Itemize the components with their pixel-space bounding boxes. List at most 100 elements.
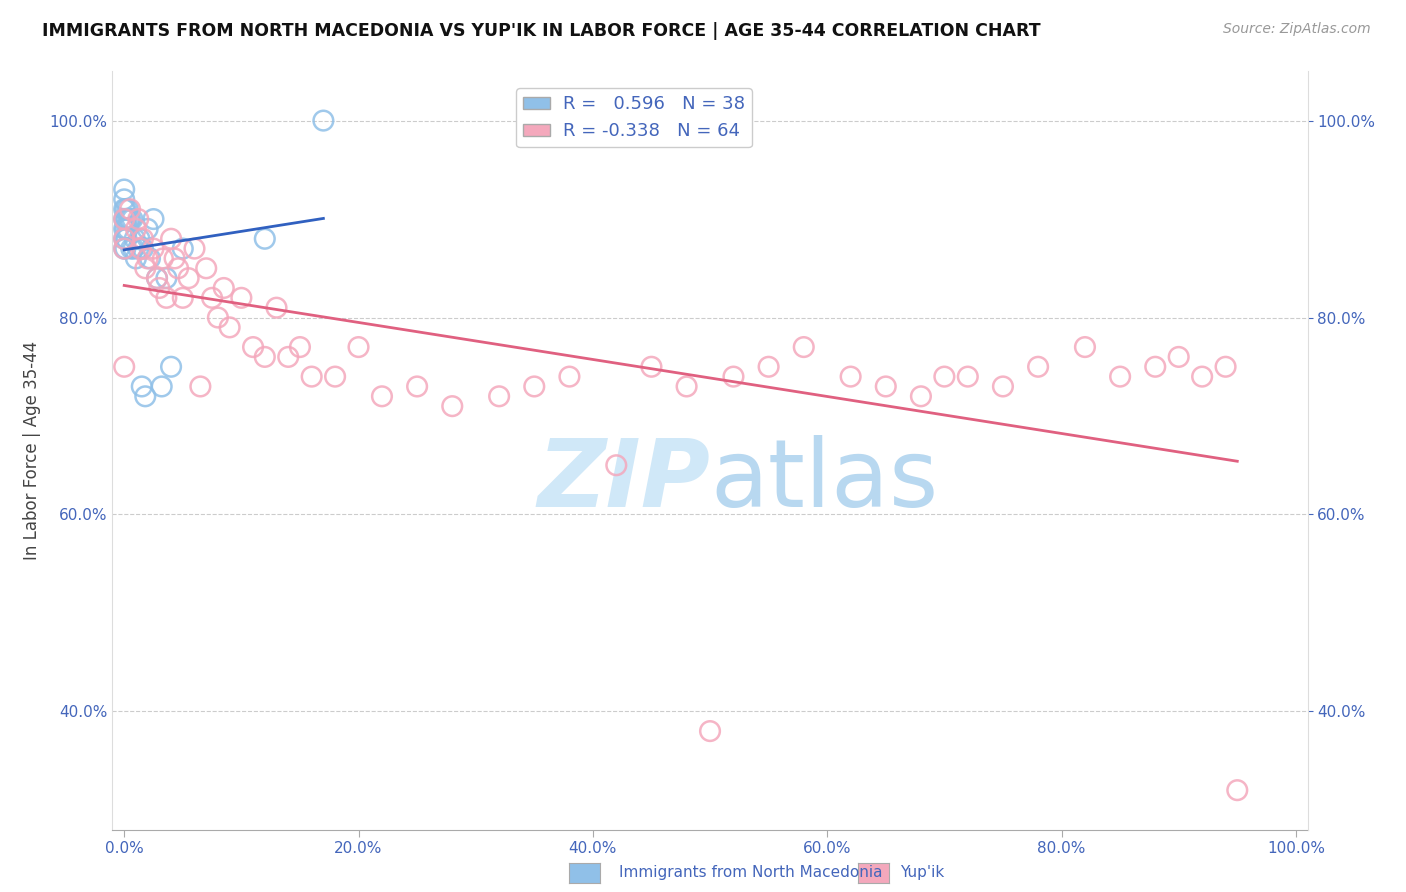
- Point: [139, 252, 162, 266]
- Point: [112, 202, 135, 217]
- Point: [121, 212, 143, 227]
- Point: [124, 232, 146, 246]
- Point: [1167, 350, 1189, 364]
- Point: [523, 379, 546, 393]
- Point: [142, 242, 165, 256]
- Point: [167, 261, 190, 276]
- Text: atlas: atlas: [710, 434, 938, 527]
- Text: IMMIGRANTS FROM NORTH MACEDONIA VS YUP'IK IN LABOR FORCE | AGE 35-44 CORRELATION: IMMIGRANTS FROM NORTH MACEDONIA VS YUP'I…: [42, 22, 1040, 40]
- Point: [120, 202, 141, 217]
- Point: [114, 212, 136, 227]
- Point: [172, 291, 194, 305]
- Point: [146, 271, 169, 285]
- Point: [277, 350, 299, 364]
- Point: [253, 232, 276, 246]
- Text: Source: ZipAtlas.com: Source: ZipAtlas.com: [1223, 22, 1371, 37]
- Point: [131, 379, 153, 393]
- Point: [441, 399, 464, 413]
- Point: [136, 252, 159, 266]
- Point: [114, 232, 136, 246]
- Point: [188, 379, 212, 393]
- Point: [118, 212, 141, 227]
- Point: [195, 261, 218, 276]
- Point: [160, 359, 183, 374]
- Point: [122, 242, 145, 256]
- Point: [177, 271, 200, 285]
- Point: [160, 232, 183, 246]
- Point: [1215, 359, 1237, 374]
- Point: [1191, 369, 1213, 384]
- Point: [172, 242, 194, 256]
- Point: [129, 242, 152, 256]
- Point: [112, 182, 135, 196]
- Point: [112, 232, 135, 246]
- Point: [312, 113, 335, 128]
- Point: [112, 242, 135, 256]
- Point: [231, 291, 253, 305]
- Point: [488, 389, 510, 403]
- Point: [558, 369, 581, 384]
- Point: [288, 340, 311, 354]
- Point: [117, 202, 139, 217]
- Point: [1226, 783, 1249, 797]
- Point: [1026, 359, 1049, 374]
- Point: [406, 379, 429, 393]
- Point: [212, 281, 235, 295]
- Point: [675, 379, 697, 393]
- Point: [114, 202, 136, 217]
- Point: [112, 222, 135, 236]
- Point: [956, 369, 979, 384]
- Point: [347, 340, 370, 354]
- Point: [114, 242, 136, 256]
- Point: [1144, 359, 1167, 374]
- Point: [120, 212, 141, 227]
- Point: [112, 232, 135, 246]
- Legend: R =   0.596   N = 38, R = -0.338   N = 64: R = 0.596 N = 38, R = -0.338 N = 64: [516, 88, 752, 147]
- Point: [125, 252, 148, 266]
- Y-axis label: In Labor Force | Age 35-44: In Labor Force | Age 35-44: [24, 341, 41, 560]
- Point: [323, 369, 346, 384]
- Point: [115, 232, 138, 246]
- Point: [142, 212, 165, 227]
- Point: [839, 369, 862, 384]
- Point: [117, 222, 139, 236]
- Point: [1109, 369, 1132, 384]
- Point: [112, 212, 135, 227]
- Point: [875, 379, 897, 393]
- Text: ZIP: ZIP: [537, 434, 710, 527]
- Point: [253, 350, 276, 364]
- Point: [934, 369, 956, 384]
- Point: [163, 252, 186, 266]
- Point: [132, 242, 155, 256]
- Point: [146, 271, 169, 285]
- Point: [723, 369, 745, 384]
- Point: [242, 340, 264, 354]
- Point: [132, 232, 155, 246]
- Point: [910, 389, 932, 403]
- Point: [134, 261, 156, 276]
- Point: [112, 212, 135, 227]
- Point: [112, 359, 135, 374]
- Point: [127, 212, 149, 227]
- Point: [218, 320, 240, 334]
- Point: [128, 232, 150, 246]
- Point: [125, 222, 148, 236]
- Point: [207, 310, 229, 325]
- Point: [183, 242, 205, 256]
- Point: [1074, 340, 1097, 354]
- Point: [112, 193, 135, 207]
- Point: [127, 242, 149, 256]
- Point: [134, 389, 156, 403]
- Point: [991, 379, 1014, 393]
- Point: [152, 252, 174, 266]
- Point: [201, 291, 224, 305]
- Point: [112, 242, 135, 256]
- Point: [155, 291, 177, 305]
- Point: [758, 359, 780, 374]
- Point: [266, 301, 288, 315]
- Point: [136, 222, 159, 236]
- Point: [605, 458, 627, 473]
- Point: [640, 359, 662, 374]
- Text: Immigrants from North Macedonia: Immigrants from North Macedonia: [619, 865, 882, 880]
- Point: [115, 212, 138, 227]
